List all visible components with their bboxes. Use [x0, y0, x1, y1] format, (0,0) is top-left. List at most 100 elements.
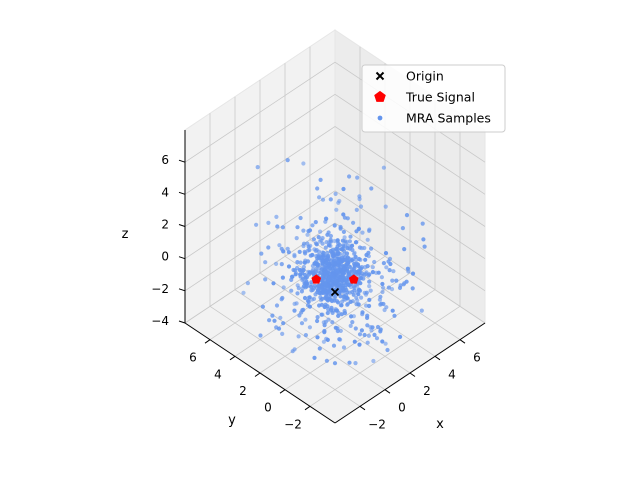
mra-sample-point: [331, 268, 336, 274]
mra-sample-point: [296, 334, 301, 339]
mra-sample-point: [324, 240, 329, 245]
mra-sample-point: [421, 237, 426, 242]
true-signal-point: [311, 274, 322, 284]
mra-sample-point: [391, 269, 396, 274]
mra-sample-point: [263, 277, 268, 282]
mra-sample-point: [303, 333, 308, 338]
mra-sample-point: [280, 275, 285, 280]
mra-sample-point: [289, 288, 294, 293]
mra-sample-point: [367, 272, 372, 277]
mra-sample-point: [335, 238, 340, 244]
grid-line: [184, 126, 336, 227]
mra-sample-point: [313, 241, 319, 246]
mra-sample-point: [380, 339, 385, 344]
mra-sample-point: [365, 340, 370, 345]
mra-sample-point: [308, 270, 313, 275]
mra-sample-point: [367, 228, 372, 233]
mra-sample-point: [405, 266, 410, 271]
mra-sample-point: [359, 295, 364, 300]
mra-sample-point: [328, 243, 333, 248]
mra-sample-point: [377, 297, 382, 302]
mra-sample-point: [420, 221, 425, 226]
mra-sample-point: [338, 278, 343, 283]
mra-sample-point: [301, 264, 306, 270]
mra-sample-point: [394, 278, 399, 283]
mra-sample-point: [292, 347, 297, 352]
mra-sample-point: [404, 213, 410, 218]
mra-sample-point: [279, 262, 284, 267]
mra-sample-point: [374, 336, 380, 341]
mra-sample-point: [307, 247, 312, 253]
grid-line: [184, 190, 336, 292]
mra-sample-point: [329, 298, 335, 304]
mra-sample-point: [352, 269, 358, 274]
mra-sample-point: [315, 288, 321, 293]
z-tick-label: −2: [151, 282, 169, 296]
y-tick-mark: [204, 339, 211, 344]
mra-sample-point: [312, 283, 318, 288]
mra-sample-point: [333, 307, 338, 312]
mra-sample-point: [241, 290, 246, 295]
mra-sample-point: [346, 269, 351, 275]
mra-sample-point: [290, 274, 295, 279]
legend-item-origin: Origin: [375, 69, 444, 84]
z-tick-label: 2: [161, 218, 169, 232]
y-tick-label: 0: [264, 401, 272, 415]
mra-sample-point: [281, 321, 286, 326]
true-signal-point: [348, 274, 359, 284]
mra-sample-point: [267, 318, 272, 323]
mra-sample-point: [323, 219, 328, 224]
mra-sample-point: [295, 260, 300, 265]
mra-sample-point: [314, 254, 319, 259]
mra-sample-point: [331, 272, 336, 277]
mra-sample-point: [310, 223, 315, 228]
mra-sample-point: [370, 325, 375, 330]
mra-sample-point: [359, 276, 364, 281]
y-tick-label: 6: [189, 351, 197, 365]
mra-sample-point: [353, 326, 358, 331]
mra-sample-point: [318, 177, 323, 182]
mra-sample-point: [383, 251, 389, 256]
z-tick-label: 0: [161, 250, 169, 264]
mra-sample-point: [340, 246, 345, 251]
mra-sample-point: [341, 264, 346, 269]
grid-line: [334, 158, 486, 260]
mra-sample-point: [402, 247, 407, 252]
mra-sample-point: [306, 299, 311, 304]
mra-sample-point: [371, 358, 376, 364]
mra-sample-point: [369, 186, 374, 191]
mra-sample-point: [311, 296, 317, 301]
z-axis-label: z: [122, 227, 129, 242]
mra-sample-point: [315, 318, 320, 324]
mra-sample-point: [345, 290, 350, 295]
origin-point: [330, 287, 340, 297]
mra-sample-point: [311, 237, 316, 242]
y-tick-mark: [254, 372, 261, 377]
mra-sample-point: [326, 307, 331, 312]
grid-line: [184, 158, 336, 260]
mra-sample-point: [298, 260, 303, 265]
mra-sample-point: [299, 321, 305, 326]
mra-sample-point: [325, 277, 330, 283]
y-tick-label: 4: [214, 367, 222, 381]
mra-sample-point: [300, 277, 305, 283]
mra-sample-point: [297, 249, 302, 254]
mra-sample-point: [332, 361, 338, 366]
grid-line: [184, 61, 336, 163]
mra-sample-point: [295, 291, 300, 296]
mra-sample-point: [352, 250, 357, 255]
mra-sample-point: [245, 281, 250, 286]
mra-sample-point: [390, 308, 395, 313]
mra-sample-point: [298, 215, 303, 221]
mra-sample-point: [360, 230, 365, 235]
grid-line: [334, 126, 486, 227]
mra-sample-point: [341, 186, 346, 192]
mra-sample-point: [366, 333, 371, 338]
mra-sample-point: [286, 250, 291, 255]
mra-sample-point: [324, 297, 329, 302]
z-tick-mark: [178, 288, 186, 292]
mra-sample-point: [325, 310, 330, 316]
mra-sample-point: [320, 197, 326, 202]
mra-sample-point: [353, 361, 358, 366]
mra-sample-point: [349, 243, 354, 248]
